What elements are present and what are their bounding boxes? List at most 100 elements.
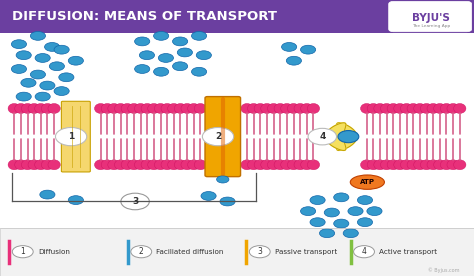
Ellipse shape (414, 160, 426, 170)
Ellipse shape (287, 104, 300, 113)
Circle shape (334, 219, 349, 228)
Circle shape (54, 87, 69, 95)
Circle shape (173, 37, 188, 46)
Text: 4: 4 (319, 132, 326, 141)
Ellipse shape (108, 104, 120, 113)
Polygon shape (326, 123, 346, 150)
Circle shape (59, 73, 74, 82)
Ellipse shape (414, 104, 426, 113)
Ellipse shape (427, 160, 439, 170)
Circle shape (310, 196, 325, 205)
Circle shape (334, 193, 349, 202)
Circle shape (12, 246, 33, 258)
Ellipse shape (281, 160, 293, 170)
Circle shape (135, 37, 150, 46)
Ellipse shape (108, 160, 120, 170)
Ellipse shape (267, 104, 280, 113)
Circle shape (310, 218, 325, 227)
Circle shape (16, 92, 31, 101)
Ellipse shape (381, 160, 393, 170)
Ellipse shape (94, 104, 107, 113)
Ellipse shape (181, 160, 193, 170)
Ellipse shape (361, 104, 373, 113)
Text: 1: 1 (20, 247, 25, 256)
Circle shape (68, 196, 83, 205)
Ellipse shape (114, 104, 127, 113)
Ellipse shape (440, 160, 453, 170)
Circle shape (131, 246, 152, 258)
Ellipse shape (121, 104, 134, 113)
Ellipse shape (287, 160, 300, 170)
Circle shape (282, 43, 297, 51)
Ellipse shape (135, 160, 147, 170)
Ellipse shape (241, 160, 253, 170)
Circle shape (191, 67, 207, 76)
Ellipse shape (407, 160, 419, 170)
Circle shape (367, 207, 382, 216)
FancyBboxPatch shape (0, 0, 474, 33)
Ellipse shape (427, 104, 439, 113)
Circle shape (30, 31, 46, 40)
Ellipse shape (174, 104, 187, 113)
Ellipse shape (447, 104, 459, 113)
Ellipse shape (8, 160, 20, 170)
Circle shape (191, 31, 207, 40)
Ellipse shape (128, 104, 140, 113)
Ellipse shape (401, 160, 413, 170)
Ellipse shape (21, 160, 34, 170)
Circle shape (354, 246, 374, 258)
Ellipse shape (367, 104, 380, 113)
Ellipse shape (267, 160, 280, 170)
Ellipse shape (148, 160, 160, 170)
Circle shape (16, 51, 31, 60)
Ellipse shape (261, 104, 273, 113)
Circle shape (301, 207, 316, 216)
Ellipse shape (15, 104, 27, 113)
Circle shape (35, 54, 50, 62)
Ellipse shape (161, 104, 173, 113)
Ellipse shape (247, 104, 260, 113)
Circle shape (202, 128, 234, 146)
Ellipse shape (301, 104, 313, 113)
Ellipse shape (440, 104, 453, 113)
Ellipse shape (114, 160, 127, 170)
Circle shape (357, 196, 373, 205)
Circle shape (54, 45, 69, 54)
Ellipse shape (174, 160, 187, 170)
Circle shape (135, 65, 150, 73)
Ellipse shape (94, 160, 107, 170)
Ellipse shape (361, 160, 373, 170)
Ellipse shape (274, 160, 286, 170)
Circle shape (45, 43, 60, 51)
Ellipse shape (168, 104, 180, 113)
Ellipse shape (41, 160, 54, 170)
Text: Diffusion: Diffusion (38, 249, 70, 255)
Ellipse shape (374, 160, 386, 170)
Ellipse shape (254, 104, 266, 113)
Circle shape (49, 62, 64, 71)
Circle shape (11, 65, 27, 73)
Ellipse shape (135, 104, 147, 113)
Ellipse shape (148, 104, 160, 113)
Text: 2: 2 (215, 132, 221, 141)
Circle shape (35, 92, 50, 101)
Text: Faciliated diffusion: Faciliated diffusion (156, 249, 224, 255)
Ellipse shape (420, 160, 433, 170)
Ellipse shape (350, 175, 384, 189)
Ellipse shape (281, 104, 293, 113)
Ellipse shape (434, 104, 446, 113)
Ellipse shape (247, 160, 260, 170)
Text: 1: 1 (68, 132, 74, 141)
Ellipse shape (194, 160, 207, 170)
Circle shape (30, 70, 46, 79)
Text: The Learning App: The Learning App (412, 24, 450, 28)
Ellipse shape (15, 160, 27, 170)
Ellipse shape (181, 104, 193, 113)
Ellipse shape (254, 160, 266, 170)
Circle shape (249, 246, 270, 258)
Ellipse shape (188, 104, 200, 113)
Ellipse shape (407, 104, 419, 113)
Circle shape (301, 45, 316, 54)
Ellipse shape (387, 104, 400, 113)
Circle shape (348, 207, 363, 216)
